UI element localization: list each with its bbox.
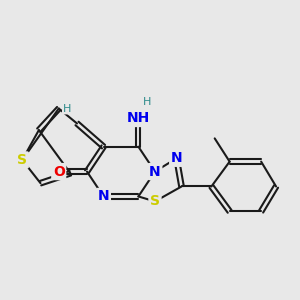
Text: NH: NH <box>127 112 150 125</box>
Text: O: O <box>53 165 65 178</box>
Text: S: S <box>17 153 27 167</box>
Text: N: N <box>149 165 161 178</box>
Text: H: H <box>142 97 151 107</box>
Text: N: N <box>98 190 109 203</box>
Text: S: S <box>150 194 160 208</box>
Text: H: H <box>63 103 71 113</box>
Text: N: N <box>171 151 182 165</box>
